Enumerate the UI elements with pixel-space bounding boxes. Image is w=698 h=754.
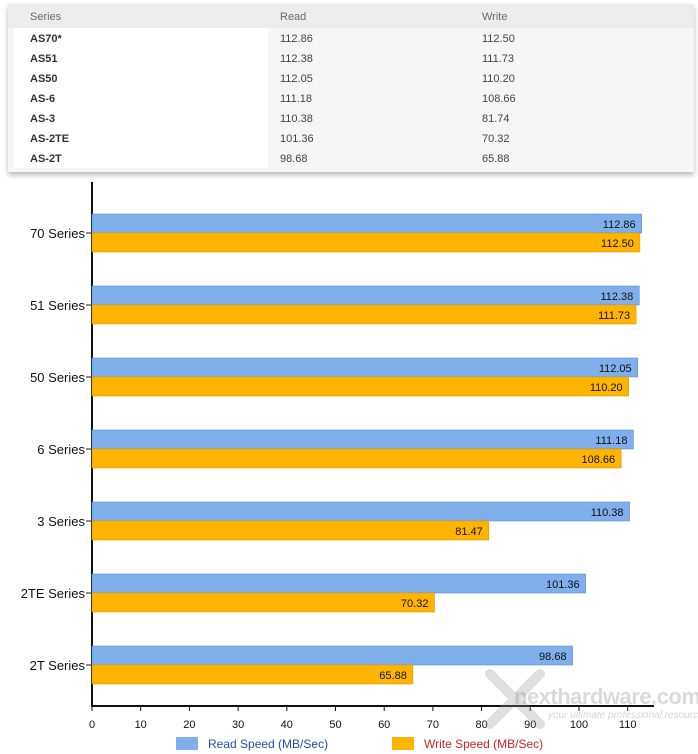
cell-series: AS51	[30, 53, 58, 65]
bar-read	[91, 429, 634, 450]
bar-write	[91, 592, 435, 613]
x-tick-label: 0	[89, 719, 95, 731]
watermark-logo: nexthardware.com your ultimate professio…	[470, 664, 698, 734]
data-label-write: 65.88	[379, 670, 407, 682]
cell-read: 101.36	[280, 133, 314, 145]
cell-read: 112.86	[280, 33, 313, 45]
data-label-read: 110.38	[591, 507, 624, 519]
bar-read	[91, 285, 640, 306]
cell-write: 65.88	[482, 153, 510, 165]
bar-write	[91, 376, 629, 397]
header-read: Read	[280, 11, 307, 23]
legend-swatch-read	[176, 737, 198, 750]
x-tick-label: 110	[619, 719, 637, 731]
cell-read: 98.68	[280, 153, 308, 165]
data-label-write: 70.32	[401, 598, 429, 610]
cell-series: AS70*	[30, 33, 62, 45]
bar-write	[91, 232, 641, 253]
legend-label-write: Write Speed (MB/Sec)	[424, 737, 544, 751]
data-label-write: 112.50	[601, 238, 634, 250]
table-row	[14, 148, 268, 168]
table-header-row: Series Read Write	[8, 4, 694, 28]
data-label-read: 98.68	[539, 651, 567, 663]
category-label: 51 Series	[30, 298, 85, 313]
x-tick-label: 80	[475, 719, 487, 731]
x-tick-label: 20	[183, 719, 195, 731]
data-label-write: 111.73	[598, 310, 630, 322]
bar-write	[91, 304, 637, 325]
x-tick-label: 90	[524, 719, 536, 731]
cell-series: AS-2T	[30, 153, 62, 165]
cell-write: 81.74	[482, 113, 510, 125]
cell-write: 111.73	[482, 53, 515, 65]
category-label: 50 Series	[30, 370, 85, 385]
x-tick-label: 60	[378, 719, 390, 731]
cell-write: 110.20	[482, 73, 515, 85]
category-label: 6 Series	[37, 442, 85, 457]
cell-read: 110.38	[280, 113, 313, 125]
data-label-read: 112.86	[603, 219, 636, 231]
cell-series: AS-3	[30, 113, 56, 125]
data-label-read: 111.18	[595, 435, 627, 447]
bar-write	[91, 448, 622, 469]
table-row	[14, 128, 268, 148]
x-tick-label: 100	[570, 719, 588, 731]
legend-label-read: Read Speed (MB/Sec)	[208, 737, 329, 751]
category-label: 2T Series	[30, 658, 86, 673]
table-row	[14, 108, 268, 128]
watermark-brand: nexthardware.com	[514, 684, 698, 709]
bar-chart: 0 10 20 30 40 50 60 70 80 90 100 110 70 Series 112.86…	[21, 182, 654, 731]
category-label: 2TE Series	[21, 586, 86, 601]
data-label-read: 112.05	[599, 363, 632, 375]
cell-read: 112.05	[280, 73, 313, 85]
watermark-tagline: your ultimate professional resource	[548, 710, 698, 721]
table-row	[14, 28, 268, 48]
bar-read	[91, 357, 638, 378]
header-series: Series	[30, 11, 62, 23]
bar-write	[91, 664, 414, 685]
chart-legend: Read Speed (MB/Sec) Write Speed (MB/Sec)	[0, 734, 698, 754]
cell-series: AS50	[30, 73, 58, 85]
data-label-write: 110.20	[590, 382, 623, 394]
data-label-write: 81.47	[455, 526, 483, 538]
x-tick-label: 70	[427, 719, 439, 731]
data-table: Series Read Write AS70* 112.86 112.50 AS51 1…	[8, 4, 694, 172]
table-row	[14, 68, 268, 88]
cell-write: 112.50	[482, 33, 515, 45]
cell-read: 111.18	[280, 93, 313, 105]
cell-write: 70.32	[482, 133, 510, 145]
table-row	[14, 88, 268, 108]
table-row	[14, 48, 268, 68]
cell-write: 108.66	[482, 93, 516, 105]
cell-series: AS-2TE	[30, 133, 70, 145]
bar-read	[91, 213, 642, 234]
category-label: 3 Series	[37, 514, 85, 529]
header-write: Write	[482, 11, 508, 23]
bar-read	[91, 501, 630, 522]
category-label: 70 Series	[30, 226, 85, 241]
x-tick-label: 10	[135, 719, 147, 731]
data-label-read: 101.36	[546, 579, 580, 591]
bar-read	[91, 573, 586, 594]
x-tick-label: 50	[329, 719, 341, 731]
data-label-write: 108.66	[582, 454, 616, 466]
x-tick-label: 30	[232, 719, 244, 731]
cell-series: AS-6	[30, 93, 56, 105]
x-tick-label: 40	[281, 719, 293, 731]
watermark-x-icon	[485, 669, 545, 729]
cell-read: 112.38	[280, 53, 313, 65]
bar-write	[91, 520, 490, 541]
data-label-read: 112.38	[600, 291, 633, 303]
legend-swatch-write	[392, 737, 414, 750]
bar-read	[91, 645, 573, 666]
